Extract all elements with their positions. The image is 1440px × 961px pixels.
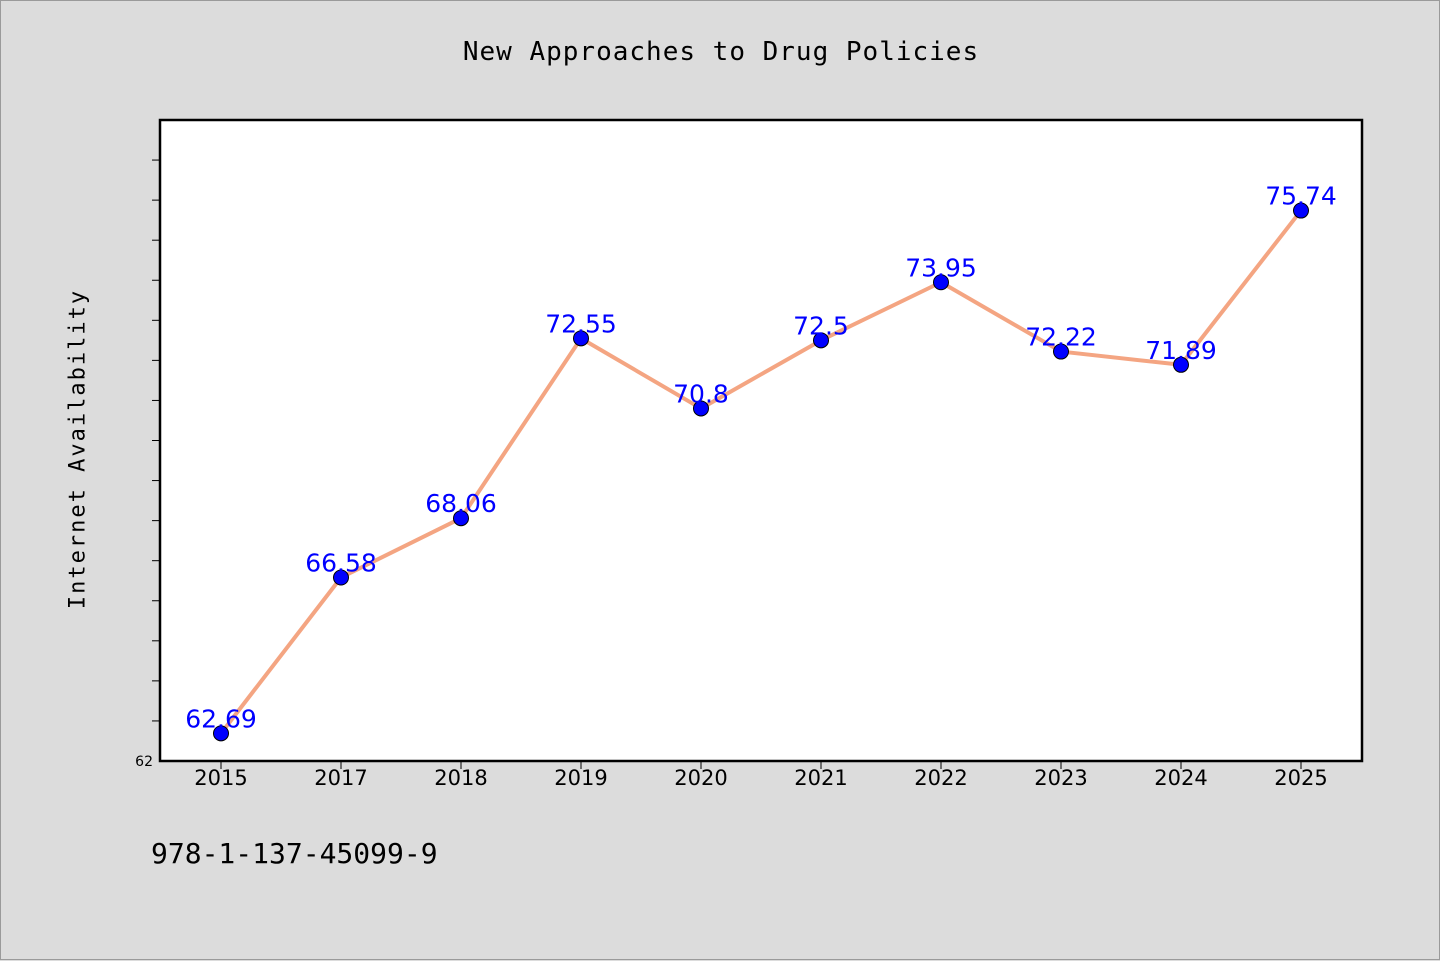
data-point xyxy=(1293,202,1309,219)
x-tick-label: 2017 xyxy=(314,766,367,790)
data-label: 75.74 xyxy=(1265,182,1337,211)
data-point xyxy=(1173,356,1189,373)
x-tick-label: 2019 xyxy=(554,766,607,790)
data-label: 72.55 xyxy=(545,309,617,338)
data-label: 70.8 xyxy=(673,379,729,408)
data-label: 72.5 xyxy=(793,311,849,340)
data-labels: 62.69 66.58 68.06 72.55 70.8 72.5 73.95 72.22 71… xyxy=(185,182,1337,734)
y-axis-ticks: 62 xyxy=(135,159,160,770)
data-point xyxy=(933,274,949,291)
data-label: 71.89 xyxy=(1145,336,1217,365)
data-point xyxy=(693,400,709,417)
x-tick-label: 2020 xyxy=(674,766,727,790)
series-line xyxy=(219,208,1303,736)
chart-title: New Approaches to Drug Policies xyxy=(462,37,980,67)
data-point xyxy=(453,510,469,527)
x-tick-label: 2024 xyxy=(1154,766,1207,790)
x-axis-ticks: 2015 2017 2018 2019 2020 2021 2022 2023 2024 2025 xyxy=(194,761,1328,790)
isbn-footer: 978-1-137-45099-9 xyxy=(151,837,438,870)
data-points xyxy=(213,202,1309,742)
data-point xyxy=(333,569,349,586)
x-tick-label: 2022 xyxy=(914,766,967,790)
x-tick-label: 2015 xyxy=(194,766,247,790)
y-axis-label: Internet Availability xyxy=(65,288,91,610)
data-point xyxy=(573,330,589,347)
data-point xyxy=(813,332,829,349)
x-tick-label: 2025 xyxy=(1274,766,1327,790)
data-label: 62.69 xyxy=(185,704,257,733)
x-tick-label: 2018 xyxy=(434,766,487,790)
plot-area xyxy=(158,118,1364,763)
series-line-path xyxy=(219,208,1303,736)
data-label: 68.06 xyxy=(425,489,497,518)
data-point xyxy=(213,725,229,742)
data-label: 66.58 xyxy=(305,549,377,578)
data-label: 72.22 xyxy=(1025,323,1097,352)
data-point xyxy=(1053,343,1069,360)
data-label: 73.95 xyxy=(905,253,977,282)
x-tick-label: 2021 xyxy=(794,766,847,790)
y-tick-label: 62 xyxy=(135,754,153,770)
x-tick-label: 2023 xyxy=(1034,766,1087,790)
